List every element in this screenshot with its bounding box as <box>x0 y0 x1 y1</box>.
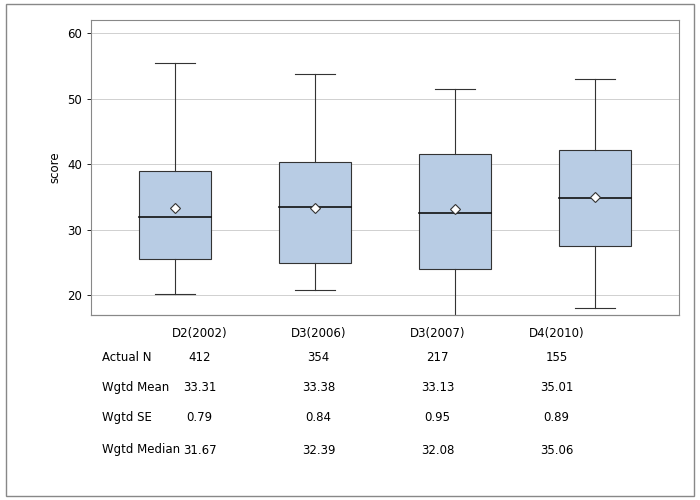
Text: Wgtd SE: Wgtd SE <box>102 411 151 424</box>
Text: 354: 354 <box>307 351 330 364</box>
Text: 33.38: 33.38 <box>302 381 335 394</box>
Text: 412: 412 <box>188 351 211 364</box>
Bar <box>559 150 631 246</box>
Text: Wgtd Mean: Wgtd Mean <box>102 381 169 394</box>
Text: 0.84: 0.84 <box>305 411 332 424</box>
Text: D4(2010): D4(2010) <box>528 328 584 340</box>
Text: 32.39: 32.39 <box>302 444 335 456</box>
Text: D3(2006): D3(2006) <box>290 328 346 340</box>
Text: 33.31: 33.31 <box>183 381 216 394</box>
Y-axis label: score: score <box>48 152 62 184</box>
Text: 155: 155 <box>545 351 568 364</box>
Text: 217: 217 <box>426 351 449 364</box>
Text: D3(2007): D3(2007) <box>410 328 466 340</box>
Text: 0.79: 0.79 <box>186 411 213 424</box>
Text: 32.08: 32.08 <box>421 444 454 456</box>
Text: 35.06: 35.06 <box>540 444 573 456</box>
Text: 0.89: 0.89 <box>543 411 570 424</box>
Text: 31.67: 31.67 <box>183 444 216 456</box>
Text: D2(2002): D2(2002) <box>172 328 228 340</box>
Bar <box>139 171 211 260</box>
Text: 0.95: 0.95 <box>424 411 451 424</box>
Text: 33.13: 33.13 <box>421 381 454 394</box>
Text: Wgtd Median: Wgtd Median <box>102 444 180 456</box>
Bar <box>419 154 491 269</box>
Text: Actual N: Actual N <box>102 351 151 364</box>
Bar <box>279 162 351 262</box>
Text: 35.01: 35.01 <box>540 381 573 394</box>
